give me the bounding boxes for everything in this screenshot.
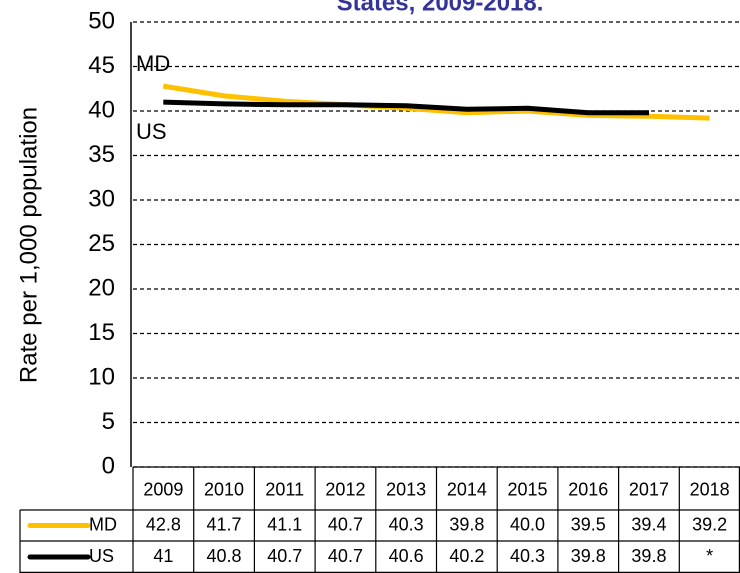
table-value: 39.8	[571, 546, 606, 566]
x-tick-label: 2012	[325, 479, 365, 499]
table-value: 40.6	[389, 546, 424, 566]
x-tick-label: 2017	[629, 479, 669, 499]
series-line	[163, 99, 649, 116]
table-value: 41.7	[207, 514, 242, 534]
y-tick-label: 35	[88, 141, 115, 168]
table-value: 40.3	[510, 546, 545, 566]
y-tick-label: 0	[102, 452, 115, 479]
table-value: 40.7	[328, 546, 363, 566]
legend-label: MD	[89, 514, 117, 534]
table-value: 41	[153, 546, 173, 566]
x-tick-label: 2018	[690, 479, 730, 499]
y-tick-label: 5	[102, 408, 115, 435]
chart-title: States, 2009-2018.	[337, 0, 544, 16]
table-value: 40.8	[207, 546, 242, 566]
y-tick-label: 20	[88, 274, 115, 301]
x-tick-label: 2011	[265, 479, 304, 499]
y-axis-label: Rate per 1,000 population	[15, 107, 42, 383]
series-label: MD	[136, 51, 170, 76]
table-value: 42.8	[146, 514, 181, 534]
y-tick-label: 45	[88, 52, 115, 79]
x-tick-label: 2014	[447, 479, 487, 499]
table-value: 40.0	[510, 514, 545, 534]
table-value: 40.7	[328, 514, 363, 534]
table-value: 39.8	[449, 514, 484, 534]
table-value: 39.4	[631, 514, 666, 534]
table-value: 39.2	[692, 514, 727, 534]
legend-label: US	[89, 546, 114, 566]
table-value: 39.8	[631, 546, 666, 566]
x-tick-label: 2009	[143, 479, 183, 499]
table-value: 40.2	[449, 546, 484, 566]
table-value: 40.3	[389, 514, 424, 534]
x-tick-label: 2016	[568, 479, 608, 499]
y-tick-label: 25	[88, 230, 115, 257]
y-tick-label: 30	[88, 185, 115, 212]
x-tick-label: 2013	[386, 479, 426, 499]
series-line	[162, 83, 710, 121]
series-label: US	[136, 119, 167, 144]
table-value: 40.7	[267, 546, 302, 566]
y-tick-label: 50	[88, 7, 115, 34]
x-tick-label: 2015	[508, 479, 548, 499]
table-value: 39.5	[571, 514, 606, 534]
y-tick-label: 40	[88, 96, 115, 123]
y-tick-label: 10	[88, 363, 115, 390]
x-tick-label: 2010	[204, 479, 244, 499]
y-tick-label: 15	[88, 319, 115, 346]
table-value: 41.1	[267, 514, 302, 534]
table-value: *	[706, 546, 713, 566]
